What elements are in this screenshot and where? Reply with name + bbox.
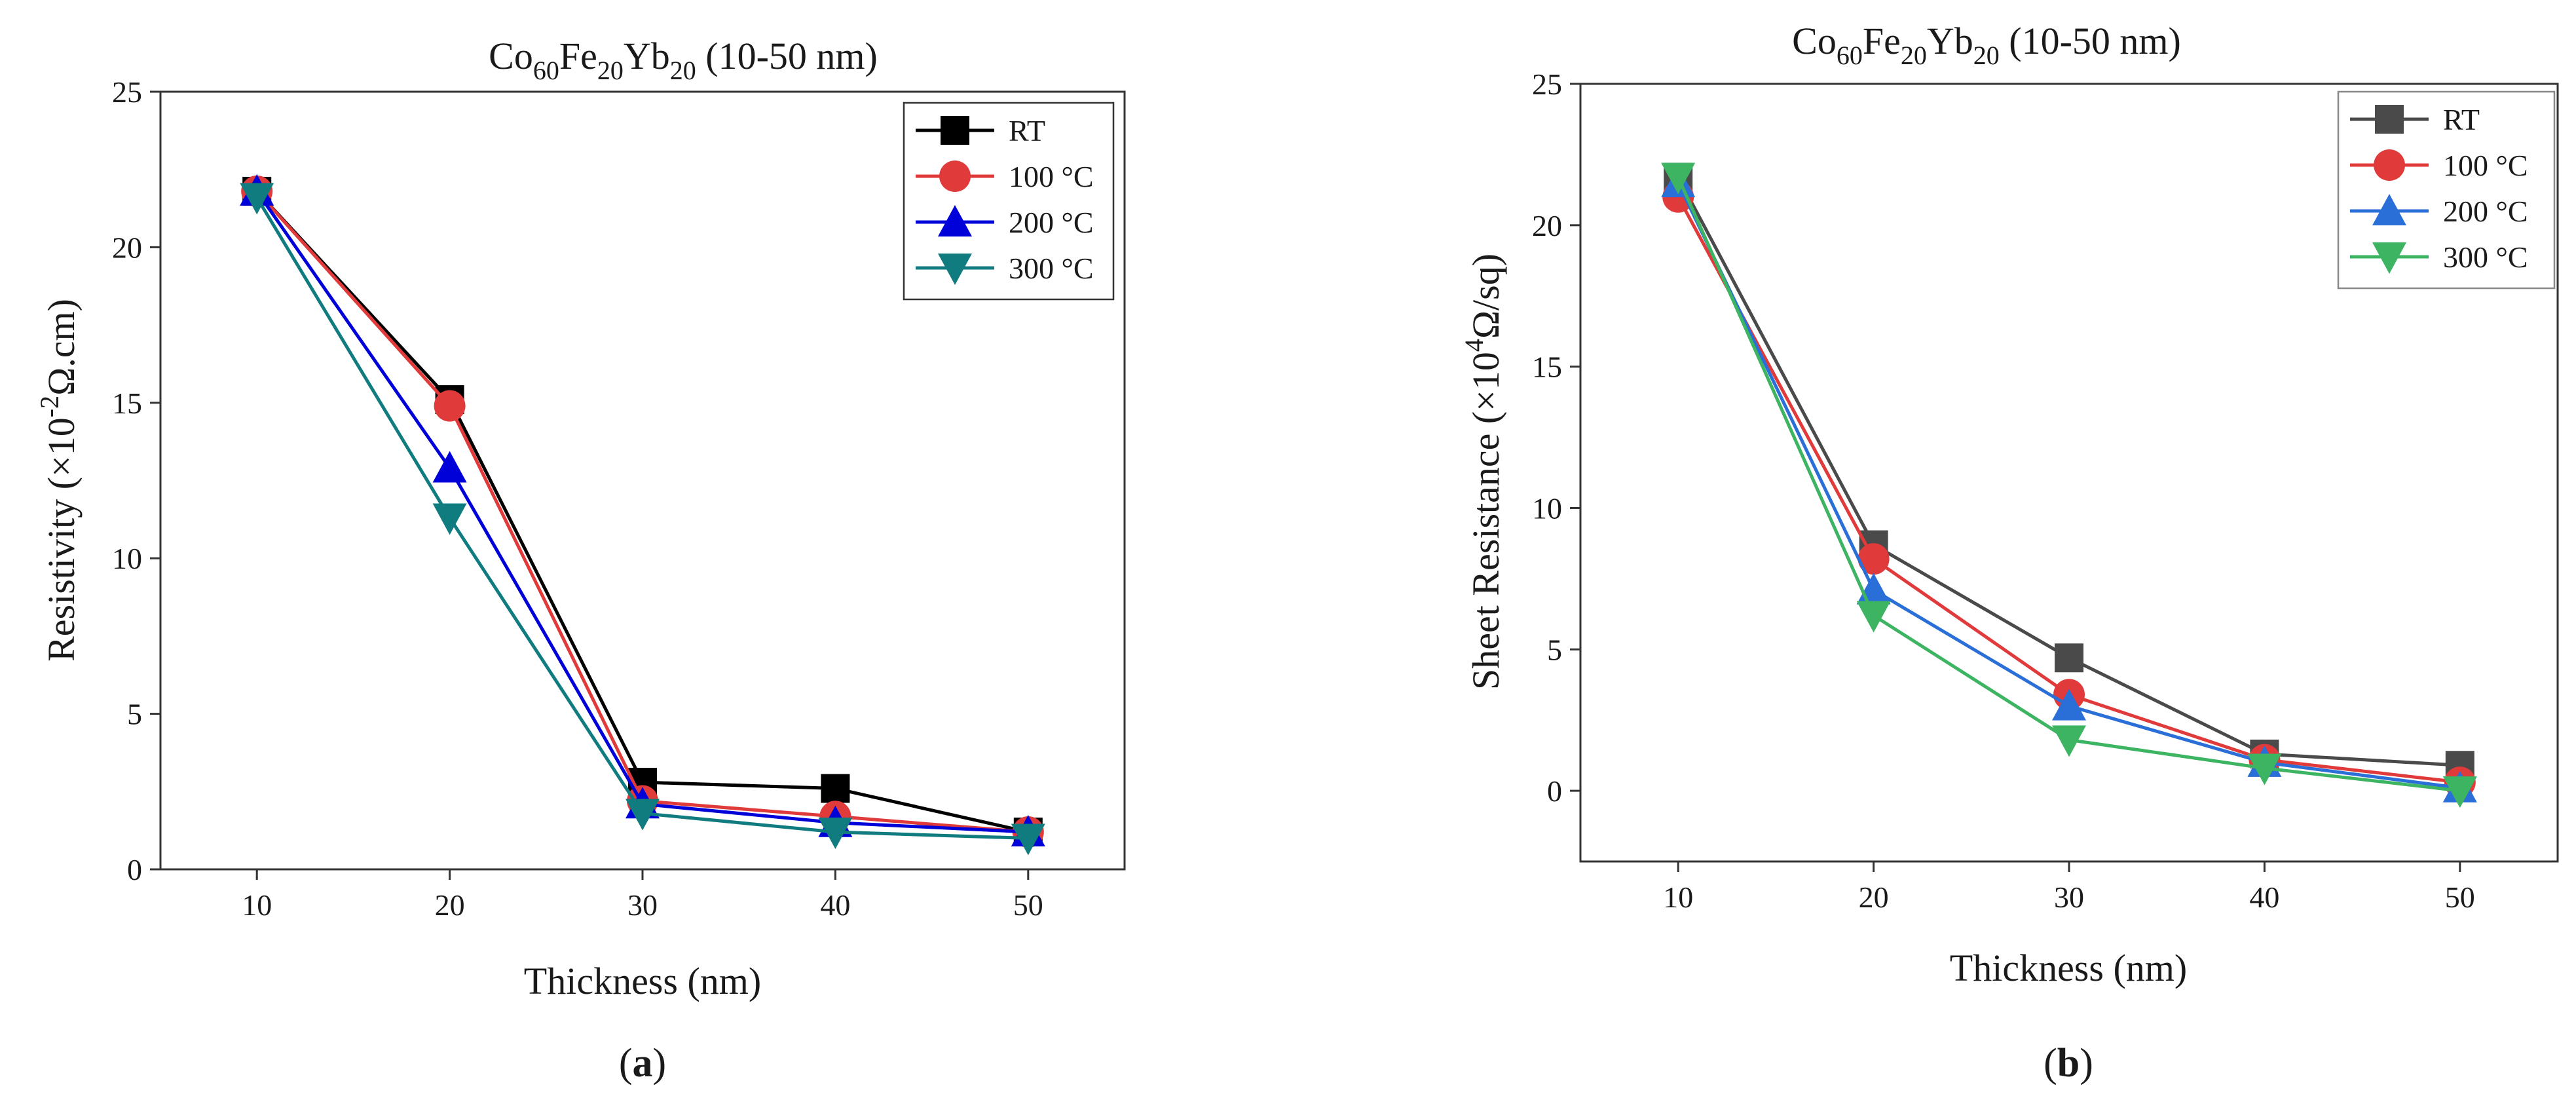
chart-b-data-point <box>1857 543 1890 575</box>
chart-a-y-tick-label: 15 <box>112 387 142 420</box>
chart-b-legend-marker <box>2375 105 2404 134</box>
chart-a-data-point <box>432 451 467 483</box>
chart-b-data-point <box>2247 753 2282 785</box>
chart-a-legend-label: 100 °C <box>1009 160 1094 193</box>
chart-a-legend-label: 200 °C <box>1009 206 1094 239</box>
chart-b: Co60Fe20Yb20 (10-50 nm) 0 5 10 15 20 25 10 20 3… <box>1459 20 2559 1086</box>
chart-a-x-tick-label: 30 <box>627 888 658 922</box>
chart-b-x-axis-label: Thickness (nm) <box>1950 947 2187 989</box>
chart-a-legend-label: RT <box>1009 114 1045 147</box>
chart-b-x-tick-label: 10 <box>1663 880 1693 914</box>
chart-b-y-tick-label: 15 <box>1532 350 1562 384</box>
chart-a-legend-marker <box>938 254 972 285</box>
chart-a-x-tick-label: 50 <box>1013 888 1043 922</box>
chart-a-data-point <box>818 818 853 850</box>
chart-b-legend: RT 100 °C 200 °C 300 °C <box>2337 90 2556 290</box>
chart-a-series <box>240 174 1045 856</box>
chart-b-data-point <box>2052 725 2086 757</box>
chart-b-y-ticks: 0 5 10 15 20 25 <box>1532 67 1580 808</box>
chart-a-y-tick-label: 20 <box>112 231 142 264</box>
chart-a-y-tick-label: 25 <box>112 75 142 109</box>
chart-a-legend-marker <box>938 205 972 236</box>
chart-a-legend-label: 300 °C <box>1009 252 1094 285</box>
chart-b-data-point <box>1661 162 1696 195</box>
chart-b-data-point <box>2442 776 2477 808</box>
chart-a-x-tick-label: 40 <box>820 888 850 922</box>
chart-b-data-point <box>2055 643 2083 673</box>
chart-a-data-point <box>240 183 274 215</box>
chart-b-legend-marker <box>2372 194 2406 225</box>
chart-a-y-ticks: 0 5 10 15 20 25 <box>112 75 160 886</box>
chart-a-data-point <box>1011 823 1045 856</box>
chart-b-panel-label: (b) <box>2044 1041 2093 1086</box>
chart-a: Co60Fe20Yb20 (10-50 nm) 0 5 10 15 20 25 10 20 3… <box>35 35 1126 1086</box>
chart-b-legend-marker <box>2372 242 2406 274</box>
chart-a-title: Co60Fe20Yb20 (10-50 nm) <box>489 35 878 85</box>
chart-a-x-ticks: 10 20 30 40 50 <box>242 869 1043 922</box>
chart-a-data-point <box>821 774 850 803</box>
chart-a-y-tick-label: 5 <box>127 698 142 731</box>
chart-b-legend-label: 100 °C <box>2443 149 2528 182</box>
chart-b-data-point <box>1856 601 1891 633</box>
chart-a-x-tick-label: 10 <box>242 888 272 922</box>
chart-a-data-point <box>434 390 466 422</box>
chart-b-y-tick-label: 20 <box>1532 209 1562 242</box>
chart-b-y-axis-label: Sheet Resistance (×104Ω/sq) <box>1459 254 1507 690</box>
chart-a-panel-label: (a) <box>619 1041 666 1086</box>
chart-a-legend: RT 100 °C 200 °C 300 °C <box>903 102 1115 301</box>
chart-b-x-tick-label: 20 <box>1859 880 1889 914</box>
chart-b-data-point <box>2052 689 2086 721</box>
chart-b-x-tick-label: 30 <box>2054 880 2084 914</box>
chart-b-legend-label: 300 °C <box>2443 240 2528 274</box>
chart-a-data-point <box>432 503 467 535</box>
chart-a-legend-marker <box>939 161 971 192</box>
chart-b-x-ticks: 10 20 30 40 50 <box>1663 861 2475 914</box>
chart-b-y-tick-label: 5 <box>1547 633 1562 666</box>
chart-b-y-tick-label: 0 <box>1547 774 1562 808</box>
chart-b-legend-label: RT <box>2443 103 2480 136</box>
chart-b-legend-marker <box>2374 149 2405 181</box>
chart-a-y-tick-label: 0 <box>127 853 142 886</box>
chart-b-x-tick-label: 50 <box>2445 880 2475 914</box>
chart-b-title: Co60Fe20Yb20 (10-50 nm) <box>1792 20 2181 70</box>
chart-b-y-tick-label: 25 <box>1532 67 1562 101</box>
chart-a-x-axis-label: Thickness (nm) <box>524 960 761 1002</box>
chart-b-legend-label: 200 °C <box>2443 195 2528 228</box>
chart-b-series <box>1661 162 2477 808</box>
chart-a-data-point <box>625 799 660 831</box>
chart-a-x-tick-label: 20 <box>435 888 465 922</box>
chart-b-x-tick-label: 40 <box>2249 880 2279 914</box>
chart-a-legend-marker <box>941 116 969 145</box>
chart-a-y-tick-label: 10 <box>112 542 142 575</box>
chart-b-y-tick-label: 10 <box>1532 491 1562 525</box>
chart-a-y-axis-label: Resistivity (×10-2Ω.cm) <box>35 299 83 662</box>
